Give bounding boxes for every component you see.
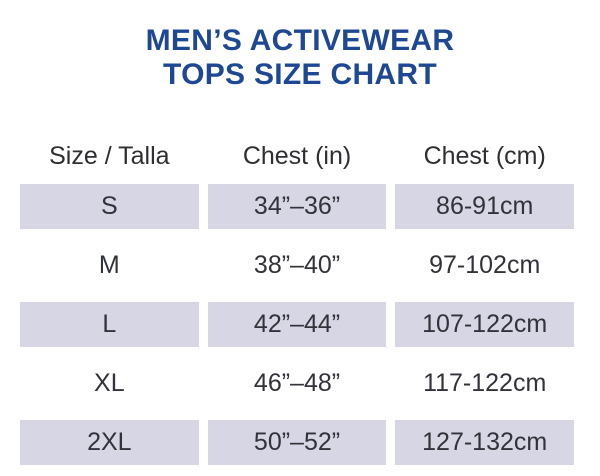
cell-s-chest_in: 34”–36” — [207, 184, 387, 229]
page-title-line-1: MEN’S ACTIVEWEAR — [145, 24, 455, 57]
table-row-2xl: 2XL 50”–52” 127-132cm — [20, 420, 575, 465]
cell-s-size: S — [20, 184, 199, 229]
table-row-s: S 34”–36” 86-91cm — [20, 184, 575, 229]
cell-xl-chest_in: 46”–48” — [253, 369, 341, 397]
size-chart-table: Size / Talla Chest (in) Chest (cm) S 34”–36… — [20, 134, 575, 465]
table-row-m: M 38”–40” 97-102cm — [20, 243, 574, 288]
table-header-row: Size / Talla Chest (in) Chest (cm) — [20, 134, 574, 179]
size-chart-page: MEN’S ACTIVEWEAR TOPS SIZE CHART Size / … — [0, 0, 600, 465]
cell-m-chest_cm: 97-102cm — [429, 251, 541, 279]
cell-2xl-chest_cm: 127-132cm — [395, 420, 575, 465]
cell-m-size: M — [98, 251, 120, 279]
column-header-chest_in: Chest (in) — [242, 142, 352, 170]
table-body: S 34”–36” 86-91cm M 38”–40” 97-102cm L 42”–44” 1… — [20, 184, 575, 465]
cell-2xl-chest_in: 50”–52” — [207, 420, 387, 465]
column-header-chest_cm: Chest (cm) — [423, 142, 546, 170]
cell-m-chest_in: 38”–40” — [253, 251, 341, 279]
table-row-l: L 42”–44” 107-122cm — [20, 302, 575, 347]
table-row-xl: XL 46”–48” 117-122cm — [20, 361, 574, 406]
cell-s-chest_cm: 86-91cm — [395, 184, 575, 229]
cell-l-chest_cm: 107-122cm — [395, 302, 575, 347]
column-header-size: Size / Talla — [49, 142, 170, 170]
cell-xl-size: XL — [94, 369, 125, 397]
page-title-line-2: TOPS SIZE CHART — [163, 58, 437, 91]
cell-l-chest_in: 42”–44” — [207, 302, 387, 347]
cell-l-size: L — [20, 302, 199, 347]
page-title: MEN’S ACTIVEWEAR TOPS SIZE CHART — [0, 0, 600, 92]
cell-2xl-size: 2XL — [20, 420, 199, 465]
cell-xl-chest_cm: 117-122cm — [423, 369, 547, 397]
